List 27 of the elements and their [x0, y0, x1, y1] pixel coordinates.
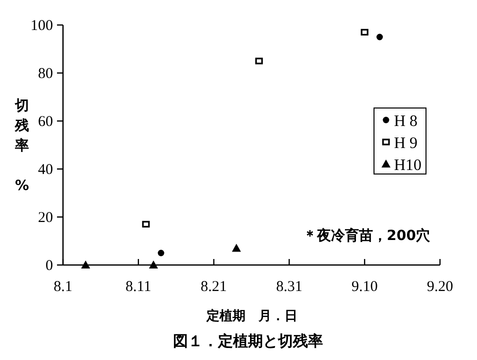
text: 切残率 %: [14, 98, 30, 194]
legend-label: H10: [394, 157, 422, 174]
point: [232, 244, 241, 252]
point: [255, 58, 263, 64]
legend-label: H 8: [394, 113, 418, 130]
point: [81, 260, 90, 268]
annotation: ＊夜冷育苗，200穴: [302, 227, 431, 244]
legend-label: H 9: [394, 135, 418, 152]
point: [376, 34, 383, 40]
point: [148, 260, 158, 268]
y-tick-label: 40: [38, 162, 53, 178]
y-tick-label: 80: [38, 66, 53, 82]
point: [360, 28, 368, 36]
point: [142, 220, 150, 228]
y-tick-label: 60: [38, 114, 53, 130]
x-tick-label: 9.20: [426, 279, 454, 295]
y-tick-label: 20: [38, 210, 53, 226]
x-tick-label: 8.21: [200, 279, 227, 295]
x-tick-label: 9.10: [351, 279, 378, 295]
text: 図１．定植期と切残率: [173, 332, 323, 350]
x-tick-label: 8.31: [276, 279, 302, 295]
y-tick-label: 100: [30, 18, 53, 34]
x-tick-label: 8.1: [54, 279, 72, 295]
y-tick-label: 0: [46, 258, 53, 274]
x-tick-label: 8.11: [126, 279, 152, 295]
x-axis-title: 定植期 月．日: [206, 308, 298, 324]
point: [158, 250, 164, 256]
